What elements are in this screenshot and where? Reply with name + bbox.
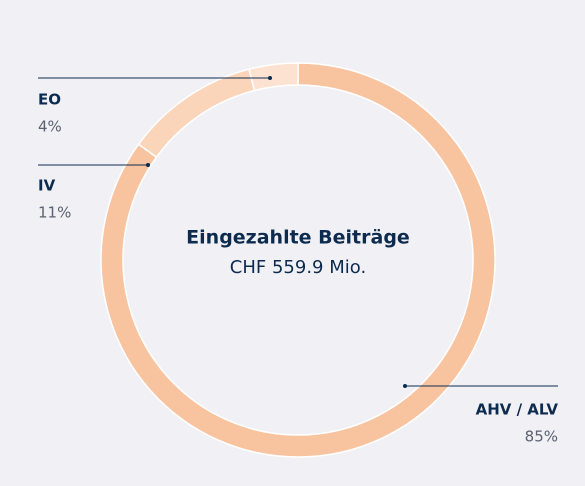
value-label: 11% <box>38 204 71 222</box>
leader-dot <box>268 76 272 80</box>
center-title: Eingezahlte Beiträge <box>186 227 410 249</box>
category-label: EO <box>38 91 61 109</box>
category-label: AHV / ALV <box>476 401 559 419</box>
category-label: IV <box>38 177 56 195</box>
donut <box>100 62 496 458</box>
value-label: 85% <box>525 428 558 446</box>
leader-dot <box>403 384 407 388</box>
value-label: 4% <box>38 118 62 136</box>
leader-dot <box>146 163 150 167</box>
donut-segment <box>248 62 299 92</box>
center-subtitle: CHF 559.9 Mio. <box>230 257 366 278</box>
donut-segment <box>100 62 496 458</box>
